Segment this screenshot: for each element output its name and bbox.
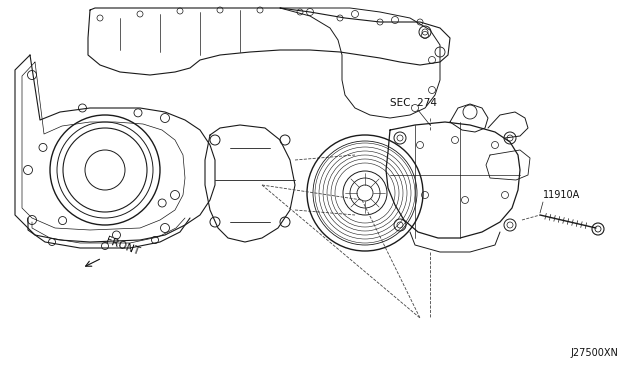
Text: SEC. 274: SEC. 274: [390, 98, 437, 108]
Text: J27500XN: J27500XN: [570, 348, 618, 358]
Text: FRONT: FRONT: [104, 235, 141, 257]
Text: 11910A: 11910A: [543, 190, 580, 200]
